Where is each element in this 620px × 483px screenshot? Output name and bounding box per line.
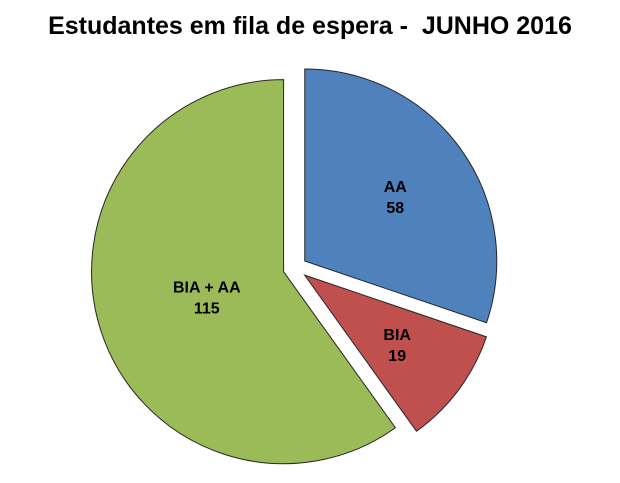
- pie-chart: AA 58 BIA 19 BIA + AA 115: [91, 68, 498, 465]
- pie-label-bia-aa: BIA + AA 115: [173, 279, 241, 317]
- pie-label-aa: AA 58: [384, 179, 408, 217]
- chart-title: Estudantes em fila de espera - JUNHO 201…: [48, 12, 572, 40]
- pie-slice-aa: [304, 68, 498, 324]
- pie-slice-bia: [303, 274, 488, 432]
- pie-slice-bia-aa: [91, 79, 397, 465]
- pie-label-bia: BIA 19: [383, 327, 411, 365]
